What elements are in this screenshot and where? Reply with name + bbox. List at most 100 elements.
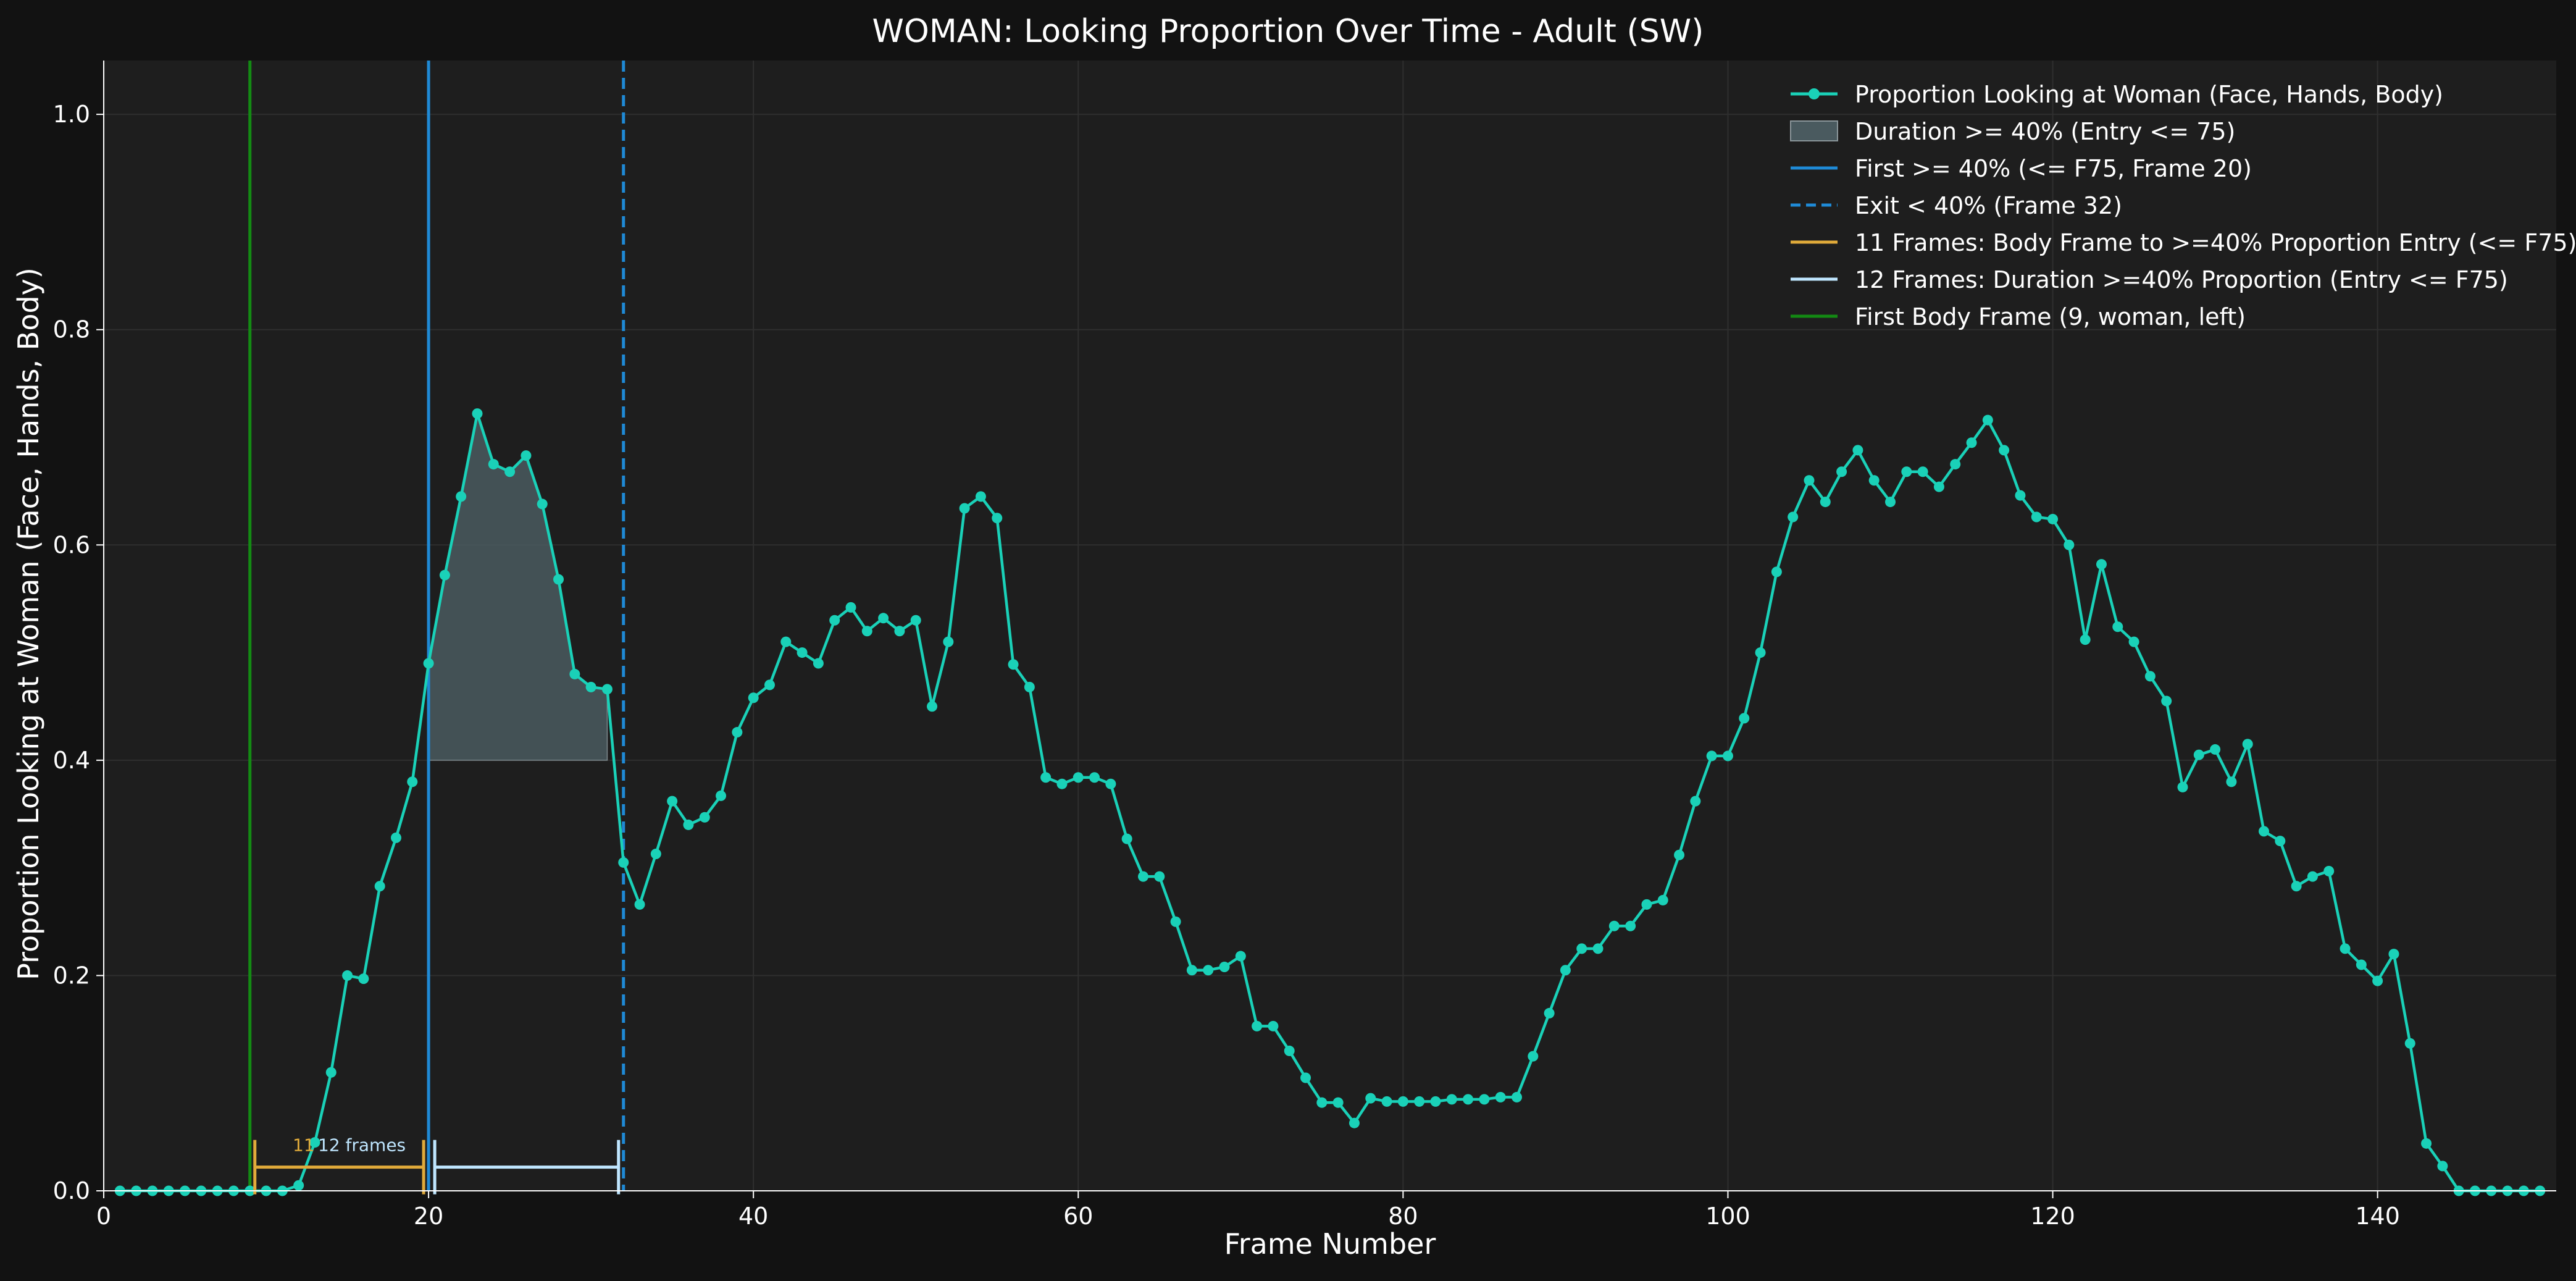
data-point [1495,1091,1506,1102]
data-point [521,450,532,461]
data-point [2144,671,2156,682]
data-point [2193,749,2204,760]
data-point [2112,621,2123,632]
legend-label: First Body Frame (9, woman, left) [1855,303,2246,330]
legend-marker [1809,88,1820,99]
data-point [1008,659,1019,670]
data-point [634,899,645,910]
data-point [1544,1007,1555,1018]
data-point [1868,475,1880,486]
vertical-markers [248,61,625,1191]
data-point [683,819,694,830]
data-point [2421,1138,2432,1149]
data-point [1625,920,1636,931]
data-point [293,1180,304,1191]
y-axis-label: Proportion Looking at Woman (Face, Hands… [12,267,45,980]
legend-label: Proportion Looking at Woman (Face, Hands… [1855,81,2443,108]
x-tick-label: 140 [2355,1203,2400,1230]
data-point [813,658,824,669]
data-point [975,491,986,502]
data-point [1982,414,1993,426]
data-point [1528,1051,1539,1062]
data-point [325,1067,337,1078]
legend-swatch [1790,120,1838,141]
data-point [748,692,759,704]
data-point [2307,871,2318,882]
data-point [2259,826,2270,837]
data-point [2096,559,2107,570]
data-point [878,613,889,624]
data-point [1917,466,1928,477]
data-point [2323,865,2335,876]
data-point [1592,943,1604,954]
data-point [1414,1096,1425,1107]
data-point [2340,943,2351,954]
frame-brackets: 11 12 frames [253,1135,621,1195]
y-tick-label: 0.6 [53,531,90,558]
data-point [309,1137,320,1148]
data-point [407,776,418,788]
data-point [1430,1096,1441,1107]
data-point [1089,772,1100,783]
data-point [1040,772,1052,783]
x-axis-label: Frame Number [1224,1227,1436,1261]
data-point [374,881,385,892]
legend-item: First Body Frame (9, woman, left) [1791,303,2246,330]
data-point [2356,959,2367,970]
data-point [488,459,499,470]
x-tick-label: 20 [414,1203,443,1230]
data-point [1560,965,1571,976]
data-point [959,503,970,514]
data-point [829,615,840,626]
data-point [1755,647,1766,658]
data-point [2031,511,2042,523]
data-point [1722,750,1733,762]
legend-label: Duration >= 40% (Entry <= 75) [1855,118,2235,145]
data-point [894,626,905,637]
y-tick-label: 0.4 [53,747,90,774]
proportion-series [114,408,2546,1196]
data-point [1885,497,1896,508]
legend-item: First >= 40% (<= F75, Frame 20) [1791,155,2252,182]
data-point [423,658,434,669]
data-point [1901,466,1912,477]
data-point [1268,1020,1279,1031]
data-point [2177,781,2188,792]
data-point [342,970,353,981]
data-point [1186,965,1197,976]
x-tick-label: 0 [96,1203,111,1230]
x-tick-label: 40 [738,1203,768,1230]
data-point [1056,778,1068,789]
data-point [1804,475,1815,486]
data-point [1657,894,1668,905]
data-point [1576,943,1587,954]
legend-label: 11 Frames: Body Frame to >=40% Proportio… [1855,229,2576,256]
axes: 0 20 40 60 80 100 120 140 0.0 0.2 0.4 0.6 0.8 1.0 [53,61,2556,1230]
data-point [601,684,613,695]
x-tick-label: 120 [2030,1203,2075,1230]
data-point [2291,881,2302,892]
data-point [1674,849,1685,860]
data-point [861,626,872,637]
legend-item: Proportion Looking at Woman (Face, Hands… [1791,81,2443,108]
data-point [2064,539,2075,550]
data-point [1349,1117,1360,1128]
data-point [1933,481,1944,492]
data-point [650,848,661,859]
data-point [1836,466,1847,477]
data-point [2437,1161,2448,1172]
y-tick-label: 0.2 [53,962,90,989]
data-point [1154,871,1165,882]
legend-item: 12 Frames: Duration >=40% Proportion (En… [1791,266,2508,293]
data-point [1235,951,1246,962]
data-point [1137,871,1148,882]
data-point [2388,949,2399,960]
data-point [2161,695,2172,707]
data-point [1252,1020,1263,1031]
x-tick-label: 60 [1063,1203,1093,1230]
data-point [927,701,938,712]
data-point [1641,899,1652,910]
data-point [716,790,727,801]
data-point [1024,681,1035,692]
